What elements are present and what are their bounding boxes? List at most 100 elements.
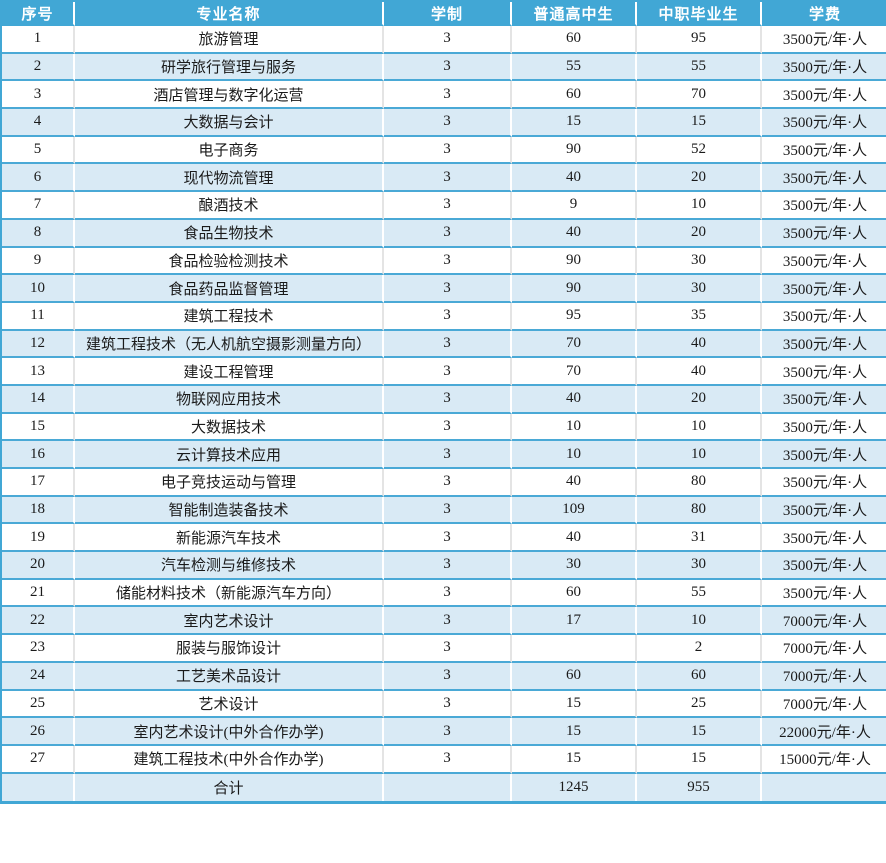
cell-regular-hs: 60 (512, 81, 637, 110)
cell-regular-hs: 90 (512, 247, 637, 276)
cell-duration: 3 (384, 330, 512, 359)
cell-regular-hs: 40 (512, 524, 637, 553)
table-row: 2 研学旅行管理与服务 3 55 55 3500元/年·人 (2, 53, 886, 82)
cell-regular-hs: 90 (512, 136, 637, 165)
enrollment-plan-table: 序号 专业名称 学制 普通高中生 中职毕业生 学费 1 旅游管理 3 60 95 3500… (0, 0, 886, 805)
cell-tuition: 3500元/年·人 (762, 219, 886, 248)
cell-tuition: 7000元/年·人 (762, 607, 886, 636)
cell-tuition: 3500元/年·人 (762, 579, 886, 608)
table-header: 序号 专业名称 学制 普通高中生 中职毕业生 学费 (2, 2, 886, 26)
cell-vocational: 2 (637, 635, 762, 663)
cell-regular-hs: 40 (512, 219, 637, 248)
cell-tuition: 3500元/年·人 (762, 26, 886, 54)
cell-vocational: 40 (637, 358, 762, 386)
cell-regular-hs: 60 (512, 26, 637, 54)
col-header-vocational: 中职毕业生 (637, 2, 762, 26)
cell-duration: 3 (384, 690, 512, 719)
cell-major: 室内艺术设计(中外合作办学) (75, 718, 384, 746)
table-row: 21 储能材料技术（新能源汽车方向） 3 60 55 3500元/年·人 (2, 579, 886, 608)
table-row: 4 大数据与会计 3 15 15 3500元/年·人 (2, 109, 886, 137)
cell-duration: 3 (384, 745, 512, 774)
table-row: 25 艺术设计 3 15 25 7000元/年·人 (2, 690, 886, 719)
cell-tuition: 3500元/年·人 (762, 275, 886, 303)
cell-major: 建设工程管理 (75, 358, 384, 386)
cell-tuition: 3500元/年·人 (762, 358, 886, 386)
cell-regular-hs: 15 (512, 690, 637, 719)
cell-regular-hs: 90 (512, 275, 637, 303)
cell-duration: 3 (384, 247, 512, 276)
cell-index: 15 (2, 413, 75, 442)
cell-index: 21 (2, 579, 75, 608)
cell-index: 8 (2, 219, 75, 248)
cell-regular-hs: 30 (512, 552, 637, 580)
total-tuition (762, 773, 886, 802)
cell-vocational: 15 (637, 718, 762, 746)
cell-duration: 3 (384, 552, 512, 580)
cell-regular-hs: 70 (512, 358, 637, 386)
cell-major: 建筑工程技术（无人机航空摄影测量方向） (75, 330, 384, 359)
table-footer: 合计 1245 955 (2, 773, 886, 802)
cell-duration: 3 (384, 579, 512, 608)
cell-major: 建筑工程技术 (75, 302, 384, 331)
cell-duration: 3 (384, 164, 512, 193)
cell-regular-hs: 60 (512, 579, 637, 608)
cell-major: 建筑工程技术(中外合作办学) (75, 745, 384, 774)
cell-tuition: 3500元/年·人 (762, 330, 886, 359)
total-index (2, 773, 75, 802)
cell-tuition: 7000元/年·人 (762, 662, 886, 691)
cell-regular-hs: 17 (512, 607, 637, 636)
table-row: 8 食品生物技术 3 40 20 3500元/年·人 (2, 219, 886, 248)
cell-vocational: 60 (637, 662, 762, 691)
cell-regular-hs: 60 (512, 662, 637, 691)
cell-vocational: 80 (637, 469, 762, 497)
cell-tuition: 3500元/年·人 (762, 385, 886, 414)
cell-duration: 3 (384, 109, 512, 137)
table-row: 16 云计算技术应用 3 10 10 3500元/年·人 (2, 441, 886, 469)
table-row: 1 旅游管理 3 60 95 3500元/年·人 (2, 26, 886, 54)
cell-index: 7 (2, 192, 75, 220)
cell-vocational: 25 (637, 690, 762, 719)
cell-index: 6 (2, 164, 75, 193)
cell-major: 旅游管理 (75, 26, 384, 54)
cell-index: 11 (2, 302, 75, 331)
cell-regular-hs: 109 (512, 496, 637, 525)
table-row: 6 现代物流管理 3 40 20 3500元/年·人 (2, 164, 886, 193)
cell-duration: 3 (384, 81, 512, 110)
table-row: 27 建筑工程技术(中外合作办学) 3 15 15 15000元/年·人 (2, 745, 886, 774)
cell-index: 4 (2, 109, 75, 137)
cell-tuition: 3500元/年·人 (762, 496, 886, 525)
table-row: 15 大数据技术 3 10 10 3500元/年·人 (2, 413, 886, 442)
cell-tuition: 3500元/年·人 (762, 247, 886, 276)
cell-vocational: 10 (637, 607, 762, 636)
cell-tuition: 3500元/年·人 (762, 469, 886, 497)
cell-tuition: 7000元/年·人 (762, 635, 886, 663)
cell-regular-hs: 15 (512, 109, 637, 137)
cell-vocational: 15 (637, 745, 762, 774)
cell-vocational: 30 (637, 247, 762, 276)
cell-index: 12 (2, 330, 75, 359)
table-row: 3 酒店管理与数字化运营 3 60 70 3500元/年·人 (2, 81, 886, 110)
cell-index: 2 (2, 53, 75, 82)
cell-vocational: 95 (637, 26, 762, 54)
cell-index: 27 (2, 745, 75, 774)
cell-vocational: 80 (637, 496, 762, 525)
table-row: 23 服装与服饰设计 3 2 7000元/年·人 (2, 635, 886, 663)
cell-duration: 3 (384, 524, 512, 553)
cell-tuition: 22000元/年·人 (762, 718, 886, 746)
cell-regular-hs: 9 (512, 192, 637, 220)
cell-duration: 3 (384, 385, 512, 414)
cell-vocational: 52 (637, 136, 762, 165)
cell-major: 云计算技术应用 (75, 441, 384, 469)
cell-tuition: 3500元/年·人 (762, 413, 886, 442)
table-row: 17 电子竞技运动与管理 3 40 80 3500元/年·人 (2, 469, 886, 497)
cell-major: 食品药品监督管理 (75, 275, 384, 303)
cell-index: 22 (2, 607, 75, 636)
cell-vocational: 20 (637, 385, 762, 414)
cell-major: 现代物流管理 (75, 164, 384, 193)
cell-duration: 3 (384, 358, 512, 386)
cell-major: 服装与服饰设计 (75, 635, 384, 663)
cell-tuition: 3500元/年·人 (762, 136, 886, 165)
cell-major: 大数据与会计 (75, 109, 384, 137)
table-row: 20 汽车检测与维修技术 3 30 30 3500元/年·人 (2, 552, 886, 580)
cell-index: 18 (2, 496, 75, 525)
